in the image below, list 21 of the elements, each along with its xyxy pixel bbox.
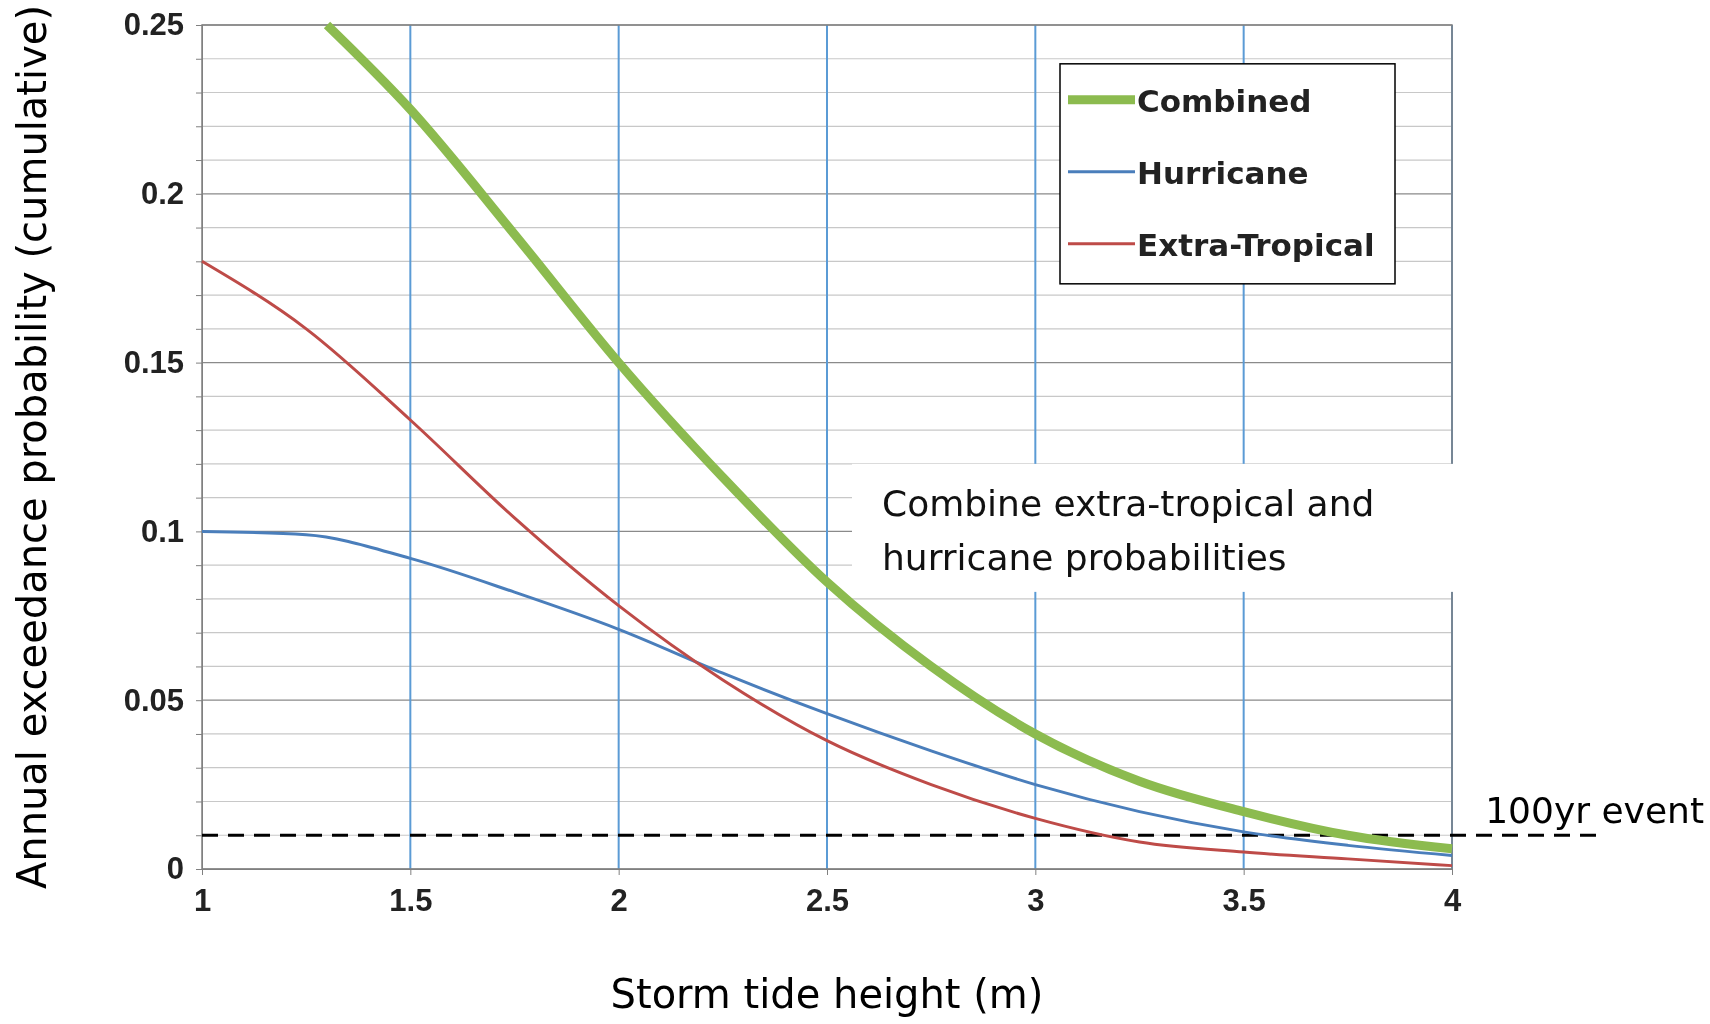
x-tick-label: 2.5 [805,883,850,919]
legend-label: Extra-Tropical [1137,226,1375,263]
y-tick-label: 0.25 [123,7,184,43]
legend-label: Hurricane [1137,154,1309,191]
line-series [200,529,1454,857]
legend-label: Combined [1137,82,1312,119]
x-tick-label: 4 [1443,883,1462,919]
y-tick-label: 0.1 [140,513,184,549]
x-tick-label: 3.5 [1222,883,1266,919]
x-tick-label: 1 [193,883,212,919]
annotation: Combine extra-tropical and hurricane probabilities [882,482,1375,578]
x-tick-label: 3 [1027,883,1045,919]
y-tick-label: 0.15 [123,345,184,381]
y-tick-label: 0.05 [123,682,184,718]
x-tick-label: 2 [610,883,628,919]
x-axis-title: Storm tide height (m) [610,971,1044,1017]
y-axis-title: Annual exceedance probability (cumulative) [9,4,55,890]
x-tick-label: 1.5 [389,883,433,919]
y-tick-label: 0 [166,851,184,887]
y-tick-label: 0.2 [140,176,184,212]
ref-line-label: 100yr event [1485,790,1704,832]
